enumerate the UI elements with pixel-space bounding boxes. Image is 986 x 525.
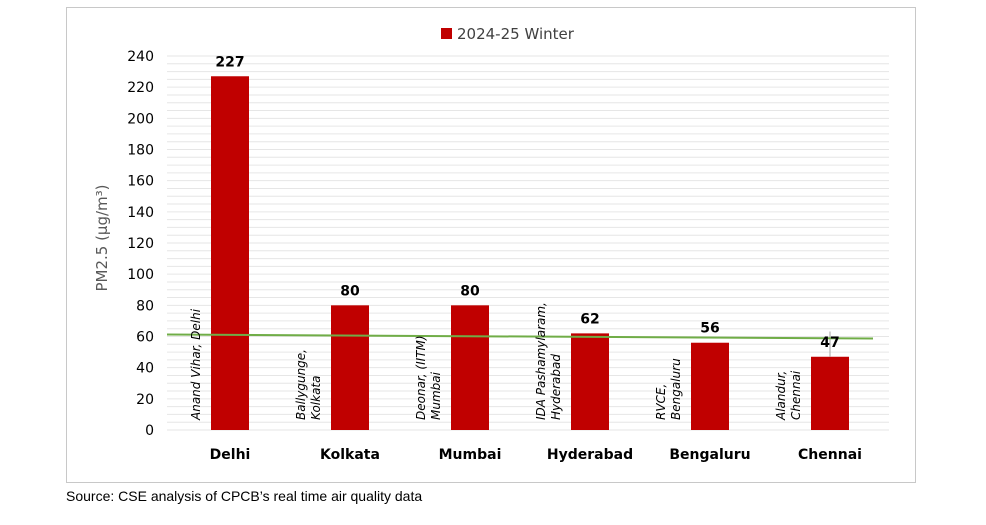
station-label: Alandur, [774,371,788,421]
y-tick-label: 160 [127,174,154,190]
legend: 2024-25 Winter [441,25,575,43]
station-label: Kolkata [309,376,323,420]
bar [811,356,849,430]
y-axis-title: PM2.5 (µg/m³) [93,184,111,291]
x-tick-label: Bengaluru [669,447,750,463]
data-label: 47 [820,335,839,351]
bar [571,333,609,430]
bar [451,305,489,430]
data-label: 80 [460,283,480,299]
y-tick-label: 20 [136,392,154,408]
x-tick-label: Delhi [210,447,251,463]
station-label: Chennai [789,370,803,420]
data-label: 56 [700,321,719,337]
station-label: Hyderabad [549,354,563,420]
data-label: 80 [340,283,360,299]
station-label: Mumbai [429,371,443,420]
station-label: Bengaluru [669,358,683,420]
station-label: Ballygunge, [294,349,308,420]
y-tick-label: 120 [127,236,154,252]
station-label: IDA Pashamylaram, [534,302,548,420]
bars [211,76,849,430]
y-tick-label: 200 [127,111,154,127]
station-label: Anand Vihar, Delhi [189,308,203,421]
reference-line-group [166,331,874,357]
source-note: Source: CSE analysis of CPCB’s real time… [66,488,423,504]
station-label: RVCE, [654,384,668,420]
y-tick-label: 100 [127,267,154,283]
legend-label: 2024-25 Winter [457,25,575,43]
chart-frame: 0 20 40 60 80 100 120 140 160 180 200 220 240 227 Delh… [66,7,916,483]
bar [691,342,729,430]
y-tick-label: 60 [136,330,154,346]
bar-chart: 0 20 40 60 80 100 120 140 160 180 200 220 240 227 Delh… [93,25,889,463]
y-tick-label: 140 [127,205,154,221]
bar [331,305,369,430]
labels: 0 20 40 60 80 100 120 140 160 180 200 220 240 227 Delh… [127,49,862,463]
data-label: 62 [580,311,599,327]
reference-line [166,333,874,340]
y-tick-label: 80 [136,298,154,314]
x-tick-label: Chennai [798,447,862,463]
y-tick-label: 240 [127,49,154,65]
bar [211,76,249,430]
x-tick-label: Mumbai [439,447,502,463]
y-tick-label: 0 [145,423,154,439]
data-label: 227 [215,54,244,70]
x-tick-label: Hyderabad [547,447,633,463]
y-tick-label: 40 [136,361,154,377]
y-tick-label: 220 [127,80,154,96]
x-tick-label: Kolkata [320,447,380,463]
station-label: Deonar, (IITM) [414,335,428,420]
legend-swatch [441,28,452,39]
y-tick-label: 180 [127,143,154,159]
